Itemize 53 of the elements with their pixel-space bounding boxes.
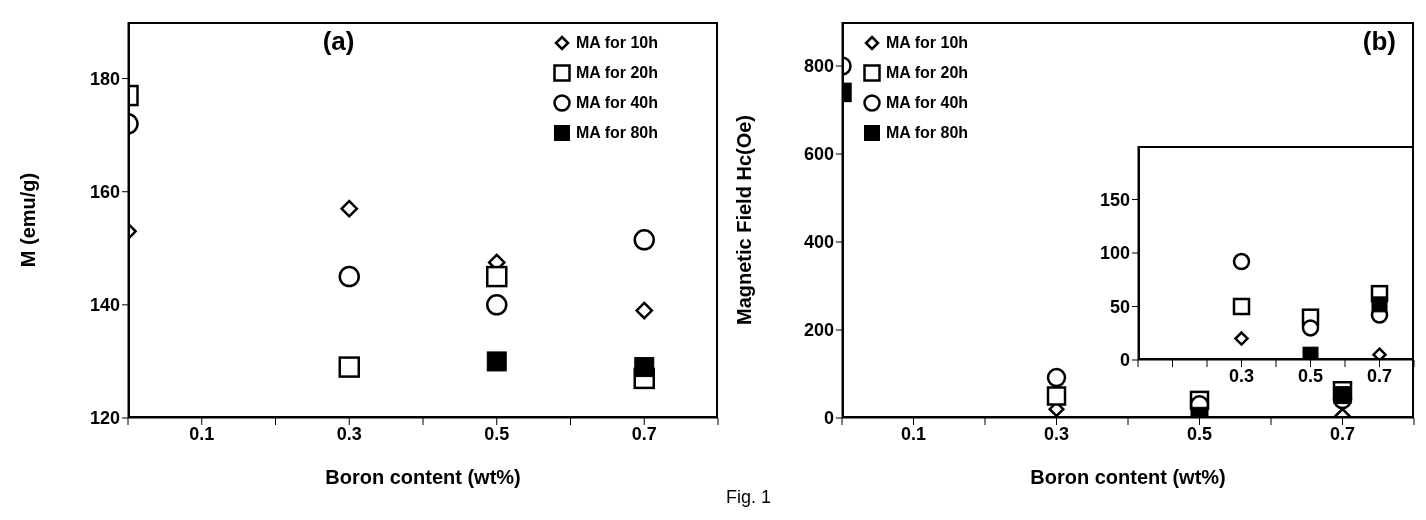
point xyxy=(486,351,507,372)
legend-label: MA for 80h xyxy=(575,124,658,142)
point xyxy=(1046,386,1067,406)
y-tick-label: 600 xyxy=(803,144,834,165)
x-tick-label: 0.5 xyxy=(1186,423,1213,444)
y-axis-title: Magnetic Field Hc(Oe) xyxy=(733,114,756,326)
x-tick-label: 0.3 xyxy=(1228,365,1255,386)
point xyxy=(1232,297,1251,316)
y-tick-label: 120 xyxy=(89,408,120,429)
point xyxy=(1372,347,1387,360)
point xyxy=(1046,367,1067,388)
point xyxy=(633,229,655,251)
point xyxy=(1234,331,1249,346)
point xyxy=(1232,252,1251,271)
caption: Fig. 1 xyxy=(726,487,772,507)
point xyxy=(486,294,508,316)
chart-title: (b) xyxy=(1362,26,1396,57)
y-axis-title: M (emu/g) xyxy=(17,172,40,268)
x-tick-label: 0.1 xyxy=(900,423,927,444)
y-tick-label: 150 xyxy=(1099,189,1130,210)
legend-label: MA for 10h xyxy=(886,34,969,52)
point xyxy=(635,301,654,320)
chart-title: (a) xyxy=(322,26,355,57)
y-tick-label: 140 xyxy=(89,295,120,316)
legend-label: MA for 20h xyxy=(886,64,969,82)
legend-label: MA for 80h xyxy=(886,124,969,142)
y-tick-label: 800 xyxy=(803,56,834,77)
legend-label: MA for 40h xyxy=(886,94,969,112)
y-tick-label: 100 xyxy=(1099,243,1130,264)
point xyxy=(486,265,508,288)
y-tick-label: 0 xyxy=(823,408,834,429)
y-tick-label: 180 xyxy=(89,68,120,89)
legend-label: MA for 20h xyxy=(575,64,658,82)
x-tick-label: 0.5 xyxy=(1297,365,1324,386)
x-tick-label: 0.1 xyxy=(189,423,215,444)
y-tick-label: 400 xyxy=(803,232,834,253)
point xyxy=(1371,296,1388,313)
x-axis-title: Boron content (wt%) xyxy=(1030,466,1226,488)
x-tick-label: 0.5 xyxy=(484,423,510,444)
y-tick-label: 160 xyxy=(89,182,120,203)
x-tick-label: 0.7 xyxy=(631,423,657,444)
point xyxy=(634,357,655,378)
x-tick-label: 0.3 xyxy=(1043,423,1070,444)
y-tick-label: 0 xyxy=(1119,350,1130,371)
legend-label: MA for 40h xyxy=(575,94,658,112)
x-tick-label: 0.7 xyxy=(1329,423,1356,444)
point xyxy=(1301,319,1320,337)
y-tick-label: 200 xyxy=(803,320,834,341)
legend-label: MA for 10h xyxy=(575,34,658,52)
x-tick-label: 0.7 xyxy=(1366,365,1393,386)
x-tick-label: 0.3 xyxy=(336,423,362,444)
y-tick-label: 50 xyxy=(1109,296,1130,317)
x-axis-title: Boron content (wt%) xyxy=(325,466,521,488)
